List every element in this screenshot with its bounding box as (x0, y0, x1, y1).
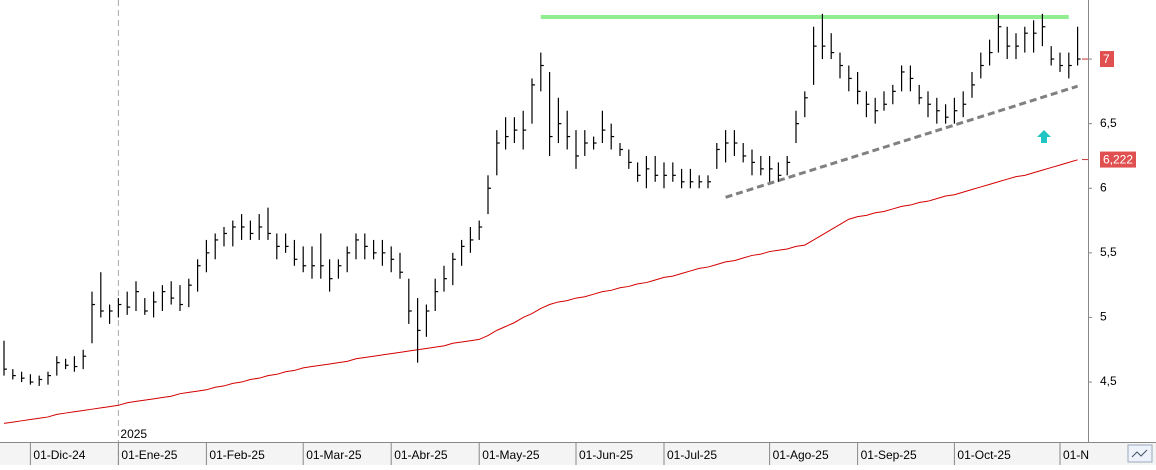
y-tick-label: 5 (1100, 310, 1107, 324)
x-tick-label: 01-Abr-25 (394, 448, 448, 462)
y-tick-label: 4,5 (1100, 374, 1117, 388)
x-tick-label: 01-Jul-25 (667, 448, 717, 462)
zoom-icon (1131, 449, 1148, 458)
x-tick-label: 01-Ago-25 (773, 448, 829, 462)
y-tick-label: 6,5 (1100, 116, 1117, 130)
x-tick-label: 01-Jun-25 (579, 448, 633, 462)
up-arrow-icon (1037, 130, 1051, 143)
year-label: 2025 (120, 427, 147, 441)
plot: 4,5 5 5,5 6 6,5 7 2025 01-Dic-24 01-Ene-25 01-Feb… (3, 0, 1136, 465)
moving-average-last-label: 6,222 (1103, 153, 1133, 167)
moving-average-last-box (1100, 151, 1136, 168)
time-axis-strip (0, 443, 1156, 465)
moving-average-line (3, 159, 1078, 424)
zoom-button[interactable] (1127, 444, 1153, 463)
trend-line (725, 84, 1079, 199)
x-tick-label: 01-Ene-25 (121, 448, 177, 462)
x-tick-label: 01-May-25 (482, 448, 540, 462)
x-tick-label: 01-Dic-24 (33, 448, 85, 462)
x-tick-label: 01-Feb-25 (209, 448, 265, 462)
x-tick-label: 01-N (1063, 448, 1089, 462)
y-tick-label: 5,5 (1100, 245, 1117, 259)
last-price-label: 7 (1103, 52, 1110, 66)
x-tick-label: 01-Oct-25 (957, 448, 1011, 462)
last-price-box (1100, 51, 1114, 68)
y-tick-label: 6 (1100, 180, 1107, 194)
x-tick-label: 01-Mar-25 (306, 448, 362, 462)
x-tick-label: 01-Sep-25 (861, 448, 917, 462)
